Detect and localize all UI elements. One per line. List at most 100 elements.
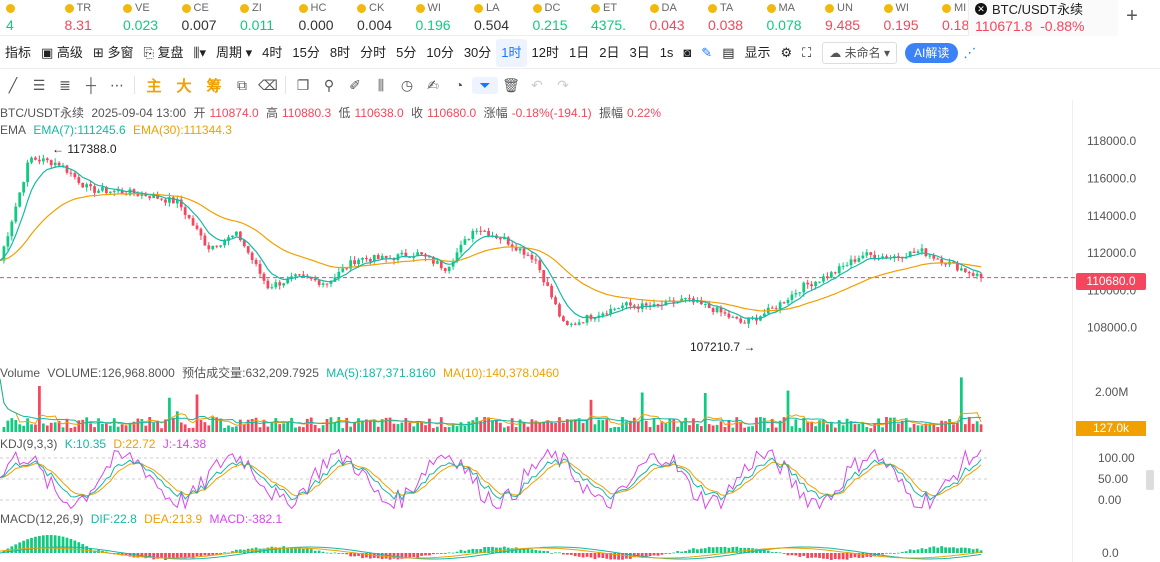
ticker-item[interactable]: MA 0.078: [766, 2, 802, 33]
volume-bar: [948, 419, 951, 432]
layout-name-dropdown[interactable]: ☁ 未命名 ▾: [822, 41, 897, 64]
volume-bar: [617, 426, 620, 432]
horizontal-line-icon[interactable]: ┼: [86, 77, 96, 93]
tab-interval[interactable]: 8时: [329, 44, 351, 60]
candle-body: [152, 194, 156, 199]
tab-interval[interactable]: 2日: [599, 44, 620, 60]
seconds-button[interactable]: 1s: [659, 44, 674, 60]
max-price-annotation: ← 117388.0: [52, 142, 117, 156]
macd-dea-line: [0, 547, 982, 559]
redo-icon[interactable]: ↷: [557, 76, 569, 93]
candle-body: [538, 260, 542, 271]
advanced-button[interactable]: ▣ 高级: [41, 44, 83, 60]
undo-icon[interactable]: ↶: [531, 76, 543, 93]
copy-icon[interactable]: ❐: [296, 76, 310, 93]
eraser-icon[interactable]: ⌫: [258, 76, 278, 93]
ticker-item[interactable]: LA 0.504: [474, 2, 510, 33]
volume-ma5-line: [0, 378, 982, 426]
tab-interval[interactable]: 5分: [396, 44, 417, 60]
fullscreen-icon[interactable]: ⛶: [802, 44, 812, 60]
fib-icon[interactable]: ≣: [59, 76, 71, 93]
display-button[interactable]: 显示: [744, 44, 771, 60]
tab-interval[interactable]: 12时: [531, 44, 559, 60]
ticker-item[interactable]: CK 0.004: [357, 2, 393, 33]
ticker-item[interactable]: 4: [0, 0, 59, 35]
timer-icon[interactable]: ◷: [400, 76, 414, 93]
parallel-lines-icon[interactable]: ☰: [32, 76, 46, 93]
chip-button[interactable]: 筹: [206, 77, 222, 95]
replay-button[interactable]: ⎘ 复盘: [143, 44, 184, 60]
panel-scroll-handle[interactable]: [1146, 470, 1154, 490]
chart-canvas[interactable]: 118000.0116000.0114000.0112000.0110000.0…: [0, 100, 1160, 562]
tab-interval[interactable]: 15分: [292, 44, 320, 60]
tab-interval[interactable]: 10分: [426, 44, 454, 60]
volume-bar: [298, 426, 301, 432]
macd-histogram-bar: [829, 553, 833, 560]
macd-histogram-bar: [412, 553, 416, 557]
volume-bar: [944, 421, 947, 432]
filter-icon[interactable]: ⏷: [472, 76, 498, 94]
candles-icon[interactable]: ⫼: [377, 76, 385, 93]
share-icon[interactable]: ⋰: [963, 44, 977, 60]
pen-icon[interactable]: ✐: [349, 76, 361, 93]
tab-interval[interactable]: 1日: [569, 44, 590, 60]
add-tab-icon[interactable]: +: [1126, 5, 1138, 27]
ticker-item[interactable]: DA 0.043: [649, 2, 685, 33]
ticker-item[interactable]: DC 0.215: [532, 2, 568, 33]
ticker-item[interactable]: TR 8.31: [64, 2, 92, 33]
pencil-icon[interactable]: ✎: [701, 44, 713, 60]
volume-bar: [408, 422, 412, 432]
ticker-item[interactable]: UN 9.485: [825, 2, 861, 33]
tab-interval[interactable]: 1时: [496, 38, 527, 67]
volume-bar: [550, 422, 553, 432]
macd-histogram-bar: [313, 550, 317, 553]
active-pair-tab[interactable]: ✕ BTC/USDT永续 110671.8 -0.88%: [968, 0, 1118, 36]
volume-bar: [963, 424, 967, 432]
ticker-item[interactable]: ZI 0.011: [240, 2, 274, 33]
ticker-item[interactable]: ET 4375.: [591, 2, 627, 33]
tab-interval[interactable]: 3日: [629, 44, 650, 60]
volume-bar: [684, 417, 687, 432]
candle-body: [479, 230, 483, 232]
ticker-item[interactable]: MI0.184: [942, 2, 968, 33]
camera-icon[interactable]: ◙: [683, 44, 692, 60]
candle-body: [778, 302, 782, 310]
indicators-button[interactable]: 指标: [5, 44, 32, 60]
big-order-button[interactable]: 大: [176, 77, 192, 95]
link-icon[interactable]: ⚲: [323, 76, 335, 93]
close-icon[interactable]: ✕: [975, 2, 987, 15]
ticker-item[interactable]: VE 0.023: [123, 2, 159, 33]
chart-type-button[interactable]: ⫼▾: [193, 44, 207, 60]
ticker-item[interactable]: WI 0.195: [883, 2, 919, 33]
ticker-item[interactable]: TA 0.038: [708, 2, 744, 33]
gear-icon[interactable]: ⚙: [780, 44, 793, 60]
macd-histogram-bar: [274, 547, 278, 553]
volume-bar: [223, 427, 226, 432]
volume-bar: [936, 426, 940, 432]
trend-line-icon[interactable]: ╱: [8, 76, 18, 93]
magnet-icon[interactable]: ◔: [454, 77, 464, 93]
volume-bar: [396, 424, 400, 432]
ai-interpret-button[interactable]: AI解读: [905, 42, 959, 63]
more-dots-icon[interactable]: ⋯: [110, 76, 124, 93]
edit-icon[interactable]: ✍: [427, 76, 439, 93]
volume-bar: [558, 417, 561, 432]
chart-toolbar: 指标 ▣ 高级 ⊞ 多窗 ⎘ 复盘 ⫼▾ 周期 ▾ 4时 15分 8时 分时 5分 10分…: [0, 37, 1160, 69]
last-price-tag: 110680.0: [1076, 273, 1146, 290]
ticker-item[interactable]: WI 0.196: [415, 2, 451, 33]
save-icon[interactable]: ▤: [722, 44, 735, 60]
tab-interval[interactable]: 4时: [262, 44, 283, 60]
multi-window-button[interactable]: ⊞ 多窗: [92, 44, 134, 60]
price-axis-label: 114000.0: [1087, 209, 1136, 223]
period-dropdown[interactable]: 周期 ▾: [216, 44, 253, 60]
tab-interval[interactable]: 分时: [360, 44, 387, 60]
macd-histogram-bar: [357, 553, 360, 556]
trash-icon[interactable]: 🗑: [502, 76, 520, 93]
volume-bar: [569, 419, 573, 432]
ticker-item[interactable]: CE 0.007: [181, 2, 217, 33]
main-force-button[interactable]: 主: [146, 77, 162, 95]
ticker-item[interactable]: HC 0.000: [298, 2, 334, 33]
macd-histogram-bar: [593, 553, 597, 560]
pattern-icon[interactable]: ⧉: [237, 76, 247, 93]
tab-interval[interactable]: 30分: [463, 44, 492, 60]
